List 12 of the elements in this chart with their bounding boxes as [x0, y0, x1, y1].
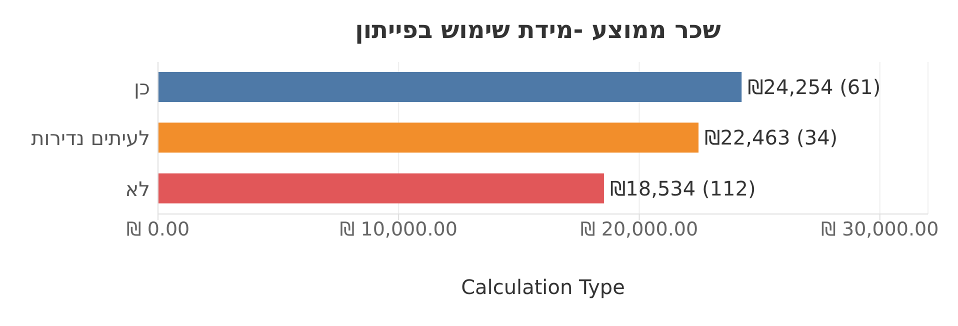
x-axis-title: Calculation Type [461, 275, 625, 299]
x-tick-label: ₪ 10,000.00 [340, 218, 458, 240]
x-tick-label: ₪ 20,000.00 [580, 218, 698, 240]
data-label: ₪24,254 (61) [748, 75, 881, 99]
y-tick-label: לעיתים נדירות [31, 126, 150, 150]
data-label: ₪18,534 (112) [610, 176, 756, 200]
y-tick-label: לא [125, 176, 150, 201]
x-tick-label: ₪ 30,000.00 [821, 218, 939, 240]
data-label: ₪22,463 (34) [704, 126, 838, 150]
chart-title: שכר ממוצע -מידת שימוש בפייתון [354, 15, 722, 46]
y-tick-label: כן [134, 75, 150, 100]
x-tick-label: ₪ 0.00 [126, 218, 190, 240]
